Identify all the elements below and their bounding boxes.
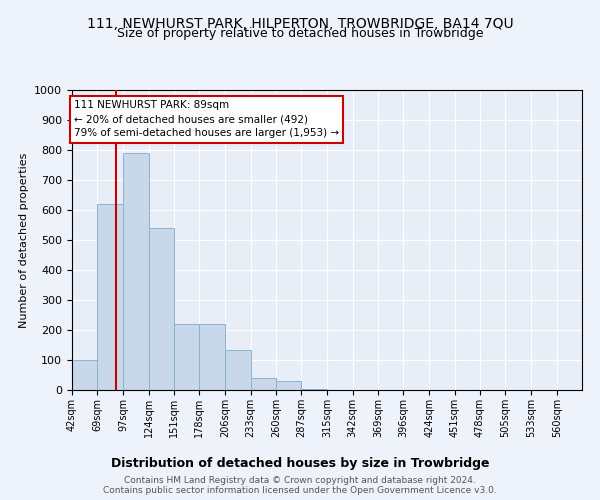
- Bar: [301, 388, 328, 390]
- Bar: [124, 153, 149, 390]
- Text: Distribution of detached houses by size in Trowbridge: Distribution of detached houses by size …: [111, 458, 489, 470]
- Bar: [276, 381, 301, 390]
- Text: Contains HM Land Registry data © Crown copyright and database right 2024.
Contai: Contains HM Land Registry data © Crown c…: [103, 476, 497, 495]
- Text: 111, NEWHURST PARK, HILPERTON, TROWBRIDGE, BA14 7QU: 111, NEWHURST PARK, HILPERTON, TROWBRIDG…: [86, 18, 514, 32]
- Bar: [226, 350, 251, 390]
- Bar: [199, 324, 226, 390]
- Bar: [72, 360, 97, 390]
- Text: 111 NEWHURST PARK: 89sqm
← 20% of detached houses are smaller (492)
79% of semi-: 111 NEWHURST PARK: 89sqm ← 20% of detach…: [74, 100, 339, 138]
- Bar: [174, 324, 199, 390]
- Bar: [97, 204, 124, 390]
- Text: Size of property relative to detached houses in Trowbridge: Size of property relative to detached ho…: [117, 28, 483, 40]
- Bar: [149, 228, 174, 390]
- Bar: [251, 378, 276, 390]
- Y-axis label: Number of detached properties: Number of detached properties: [19, 152, 29, 328]
